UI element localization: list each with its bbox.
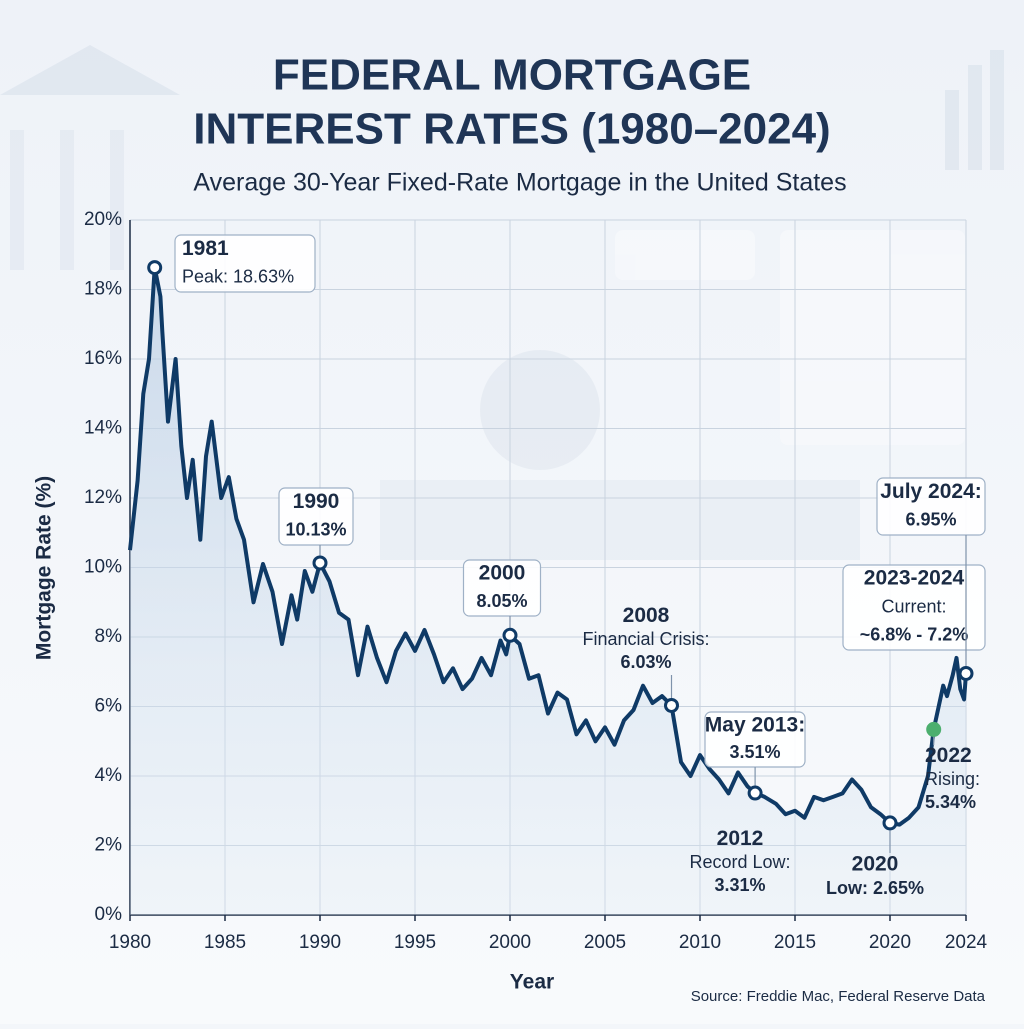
annotation-dot (958, 665, 974, 681)
y-axis-label: Mortgage Rate (%) (33, 476, 56, 660)
annotation-text: 2020 (852, 853, 899, 876)
y-tick-label: 12% (84, 487, 122, 508)
area (130, 267, 966, 916)
annotation-box (174, 234, 316, 293)
x-tick-label: 2000 (489, 932, 531, 953)
annotation-dot (502, 627, 518, 643)
annotation: 1981 Peak: 18.63% (147, 234, 316, 293)
annotation-box (876, 477, 986, 536)
annotation-text: 2008 (623, 604, 670, 627)
annotation: 2023-2024 Current: ~6.8% - 7.2% (842, 564, 986, 651)
annotation-text: May 2013: (705, 713, 805, 736)
annotation-text: 5.34% (925, 792, 976, 812)
y-tick-label: 4% (95, 765, 123, 786)
annotation-dot (312, 555, 328, 571)
annotation-text: Rising: (925, 769, 980, 789)
y-tick-label: 8% (95, 626, 123, 647)
annotation: July 2024: 6.95% (876, 477, 986, 681)
line (128, 265, 968, 827)
annotation-text: 6.95% (905, 510, 956, 530)
annotation: May 2013: 3.51% (704, 711, 806, 801)
y-tick-label: 20% (84, 209, 122, 230)
annotation-text: 2022 (925, 744, 972, 767)
decoration (0, 45, 1004, 560)
annotation-text: 1981 (182, 237, 229, 260)
annotation-text: 8.05% (476, 591, 527, 611)
x-axis-label: Year (510, 971, 554, 994)
y-tick-label: 10% (84, 557, 122, 578)
x-tick-label: 1980 (109, 932, 151, 953)
annotation-dot (147, 260, 163, 276)
annotation-box (462, 559, 542, 617)
chart-title: INTEREST RATES (1980–2024) (193, 105, 830, 154)
y-tick-label: 0% (95, 904, 123, 925)
annotation-text: 2023-2024 (864, 567, 965, 590)
annotation-box (278, 487, 354, 546)
annotation: 1990 10.13% (278, 487, 354, 571)
x-tick-label: 2020 (869, 932, 911, 953)
x-tick-label: 2005 (584, 932, 626, 953)
annotation-text: 1990 (293, 490, 340, 513)
annotation-dot (882, 815, 898, 831)
x-tick-label: 2015 (774, 932, 816, 953)
annotation-text: July 2024: (880, 480, 982, 503)
x-tick-label: 2010 (679, 932, 721, 953)
x-tick-label: 2024 (945, 932, 988, 953)
annotation-text: 2012 (717, 827, 764, 850)
annotation-text: ~6.8% - 7.2% (860, 625, 969, 645)
annotation-text: 3.51% (729, 742, 780, 762)
chart-title: FEDERAL MORTGAGE (273, 51, 751, 100)
x-tick-label: 1995 (394, 932, 436, 953)
y-tick-label: 6% (95, 696, 123, 717)
annotation-text: 6.03% (620, 652, 671, 672)
y-tick-label: 18% (84, 279, 122, 300)
annotation-dot (747, 785, 763, 801)
annotation-dot (664, 697, 679, 713)
annotation-box (842, 564, 986, 651)
annotation: 2000 8.05% (462, 559, 542, 643)
annotation-text: 3.31% (714, 875, 765, 895)
annotation-dot (926, 721, 942, 737)
annotation-text: 10.13% (285, 520, 346, 540)
source: Source: Freddie Mac, Federal Reserve Dat… (691, 988, 986, 1005)
chart-subtitle: Average 30-Year Fixed-Rate Mortgage in t… (193, 169, 846, 197)
annotation-text: 2000 (479, 562, 526, 585)
annotation-text: Financial Crisis: (582, 629, 709, 649)
y-tick-label: 2% (95, 835, 123, 856)
plot: 0% 2% 4% 6% 8% 10% 12% 14% 16% 18% 20% 1980 1985 1990… (84, 209, 988, 953)
annotation-text: Record Low: (689, 852, 790, 872)
x-tick-label: 1985 (204, 932, 246, 953)
annotation-text: Current: (881, 596, 946, 616)
y-tick-label: 14% (84, 418, 122, 439)
y-tick-label: 16% (84, 348, 122, 369)
x-tick-label: 1990 (299, 932, 341, 953)
annotation-text: Low: 2.65% (826, 878, 924, 898)
annotation-text: Peak: 18.63% (182, 267, 294, 287)
